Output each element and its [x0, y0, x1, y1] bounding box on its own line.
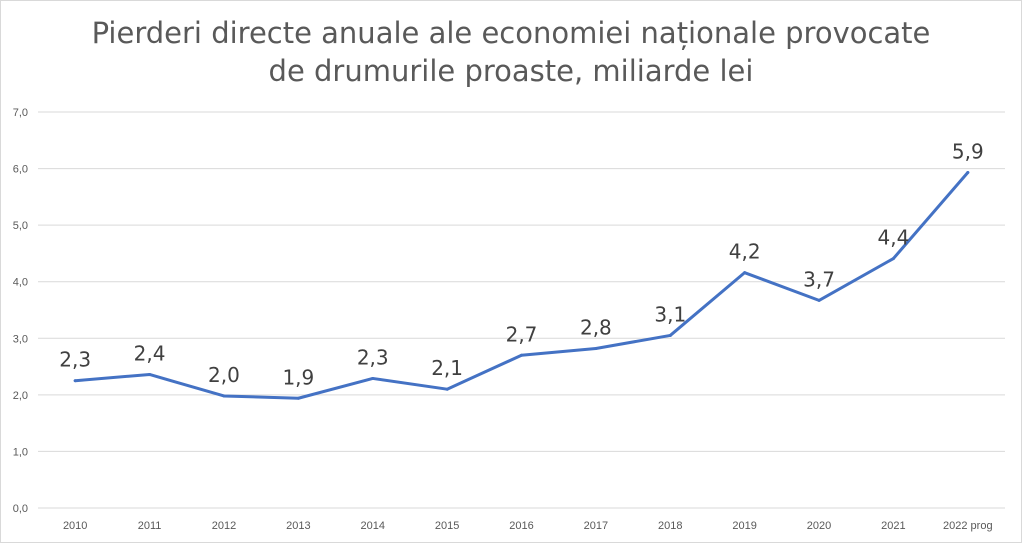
y-tick-label: 2,0 — [13, 390, 28, 402]
y-tick-label: 5,0 — [13, 220, 28, 232]
data-point — [445, 387, 449, 391]
y-tick-label: 7,0 — [13, 107, 28, 119]
y-tick-label: 1,0 — [13, 446, 28, 458]
data-point — [371, 376, 375, 380]
x-tick-label: 2018 — [658, 520, 682, 532]
data-label: 5,9 — [952, 140, 984, 164]
data-label: 2,4 — [134, 341, 166, 365]
data-label: 2,0 — [208, 363, 240, 387]
x-tick-label: 2011 — [138, 520, 162, 532]
data-label: 4,4 — [878, 226, 910, 250]
chart-title: Pierderi directe anuale ale economiei na… — [0, 14, 1022, 90]
data-point — [73, 379, 77, 383]
chart-title-line-2: de drumurile proaste, miliarde lei — [268, 54, 754, 88]
data-point — [817, 298, 821, 302]
data-point — [520, 353, 523, 357]
data-label: 4,2 — [729, 240, 761, 264]
data-label: 1,9 — [282, 365, 314, 389]
data-point — [296, 396, 300, 400]
y-tick-label: 3,0 — [13, 333, 28, 345]
y-tick-label: 6,0 — [13, 164, 28, 176]
data-point — [222, 394, 226, 398]
chart-title-line-1: Pierderi directe anuale ale economiei na… — [91, 16, 931, 50]
y-tick-label: 4,0 — [13, 277, 28, 289]
data-point — [743, 271, 747, 275]
data-point — [148, 372, 152, 376]
x-tick-label: 2010 — [63, 520, 87, 532]
x-tick-label: 2015 — [435, 520, 459, 532]
data-point — [966, 171, 970, 175]
x-tick-label: 2022 prog — [943, 520, 993, 532]
data-point — [594, 346, 598, 350]
x-tick-label: 2017 — [584, 520, 608, 532]
x-tick-label: 2013 — [286, 520, 310, 532]
data-label: 2,8 — [580, 315, 612, 339]
data-label: 2,7 — [506, 322, 538, 346]
data-label: 2,3 — [59, 348, 91, 372]
data-point — [891, 257, 895, 261]
x-tick-label: 2021 — [881, 520, 905, 532]
data-label: 3,1 — [654, 302, 686, 326]
x-tick-label: 2016 — [509, 520, 533, 532]
data-label: 2,3 — [357, 345, 389, 369]
data-label: 3,7 — [803, 267, 835, 291]
data-point — [668, 333, 672, 337]
x-tick-label: 2019 — [732, 520, 756, 532]
x-tick-label: 2020 — [807, 520, 831, 532]
y-tick-label: 0,0 — [13, 503, 28, 515]
x-tick-label: 2012 — [212, 520, 236, 532]
data-label: 2,1 — [431, 356, 463, 380]
x-tick-label: 2014 — [360, 520, 384, 532]
